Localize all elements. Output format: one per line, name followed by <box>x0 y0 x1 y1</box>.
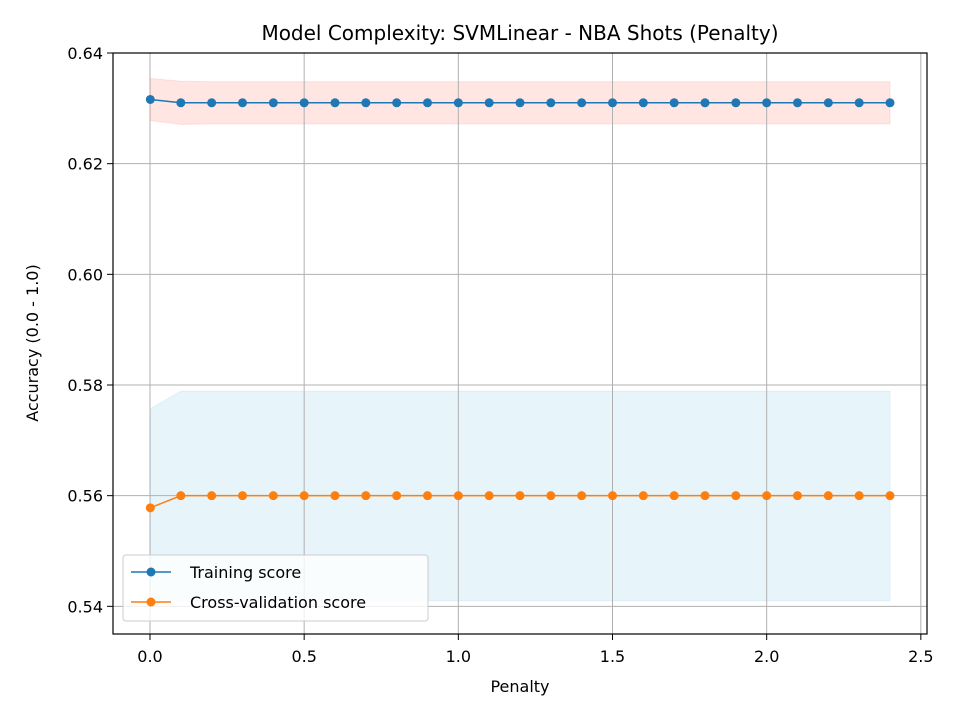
y-axis-ticks: 0.54 0.56 0.58 0.60 0.62 0.64 <box>67 44 113 616</box>
x-axis-label: Penalty <box>490 677 549 696</box>
x-axis-ticks: 0.0 0.5 1.0 1.5 2.0 2.5 <box>137 634 934 666</box>
point-series-0-13 <box>546 98 556 108</box>
point-series-1-12 <box>515 491 525 501</box>
legend-label-cross-validation: Cross-validation score <box>190 593 366 612</box>
point-series-1-3 <box>238 491 247 501</box>
point-series-0-20 <box>762 98 772 108</box>
point-series-1-23 <box>854 491 864 501</box>
legend-box <box>122 554 429 622</box>
x-tick-label-1: 0.5 <box>291 647 316 666</box>
x-tick-label-0: 0.0 <box>137 647 162 666</box>
y-tick-label-0: 0.54 <box>67 597 103 616</box>
point-series-0-3 <box>238 98 247 108</box>
point-series-0-0 <box>145 94 155 104</box>
point-series-1-15 <box>608 491 617 501</box>
point-series-0-11 <box>484 98 494 108</box>
y-tick-label-2: 0.58 <box>67 376 103 395</box>
point-series-1-2 <box>207 491 217 501</box>
legend-marker-training <box>146 567 156 577</box>
point-series-1-17 <box>669 491 679 501</box>
point-series-1-7 <box>361 491 371 501</box>
legend-label-training: Training score <box>189 563 301 582</box>
x-tick-label-2: 1.0 <box>446 647 471 666</box>
series-points <box>145 94 895 513</box>
point-series-1-19 <box>731 491 741 501</box>
point-series-1-21 <box>793 491 802 501</box>
plot-area <box>113 53 927 634</box>
point-series-0-17 <box>669 98 679 108</box>
point-series-0-18 <box>700 98 710 108</box>
point-series-0-6 <box>330 98 340 108</box>
plot-frame <box>112 52 928 635</box>
point-series-0-2 <box>207 98 217 108</box>
x-tick-label-3: 1.5 <box>600 647 625 666</box>
y-tick-label-1: 0.56 <box>67 487 103 506</box>
y-tick-label-3: 0.60 <box>67 265 103 284</box>
point-series-1-18 <box>700 491 710 501</box>
point-series-1-10 <box>453 491 463 501</box>
point-series-1-11 <box>484 491 494 501</box>
point-series-0-4 <box>268 98 278 108</box>
legend: Training score Cross-validation score <box>122 554 429 622</box>
point-series-1-24 <box>885 491 895 501</box>
point-series-1-13 <box>546 491 556 501</box>
x-tick-label-4: 2.0 <box>754 647 779 666</box>
point-series-1-8 <box>392 491 402 501</box>
point-series-0-19 <box>731 98 741 108</box>
point-series-0-24 <box>885 98 895 108</box>
y-axis-label: Accuracy (0.0 - 1.0) <box>23 264 42 421</box>
point-series-1-9 <box>423 491 432 501</box>
point-series-0-9 <box>423 98 432 108</box>
point-series-0-8 <box>392 98 402 108</box>
legend-marker-cross-validation <box>146 597 156 607</box>
point-series-1-5 <box>299 491 309 501</box>
point-series-1-4 <box>268 491 278 501</box>
point-series-0-1 <box>176 98 186 108</box>
point-series-1-16 <box>638 491 648 501</box>
y-tick-label-4: 0.62 <box>67 155 103 174</box>
point-series-0-23 <box>854 98 864 108</box>
point-series-1-6 <box>330 491 340 501</box>
point-series-0-7 <box>361 98 371 108</box>
point-series-0-12 <box>515 98 525 108</box>
point-series-0-22 <box>823 98 833 108</box>
x-tick-label-5: 2.5 <box>908 647 933 666</box>
point-series-0-10 <box>453 98 463 108</box>
point-series-1-20 <box>762 491 772 501</box>
point-series-0-15 <box>608 98 617 108</box>
point-series-1-14 <box>577 491 587 501</box>
point-series-0-5 <box>299 98 309 108</box>
point-series-0-16 <box>638 98 648 108</box>
y-tick-label-5: 0.64 <box>67 44 103 63</box>
point-series-1-22 <box>823 491 833 501</box>
point-series-0-14 <box>577 98 587 108</box>
point-series-1-0 <box>145 503 155 513</box>
point-series-1-1 <box>176 491 186 501</box>
chart-title: Model Complexity: SVMLinear - NBA Shots … <box>261 21 778 45</box>
point-series-0-21 <box>793 98 802 108</box>
